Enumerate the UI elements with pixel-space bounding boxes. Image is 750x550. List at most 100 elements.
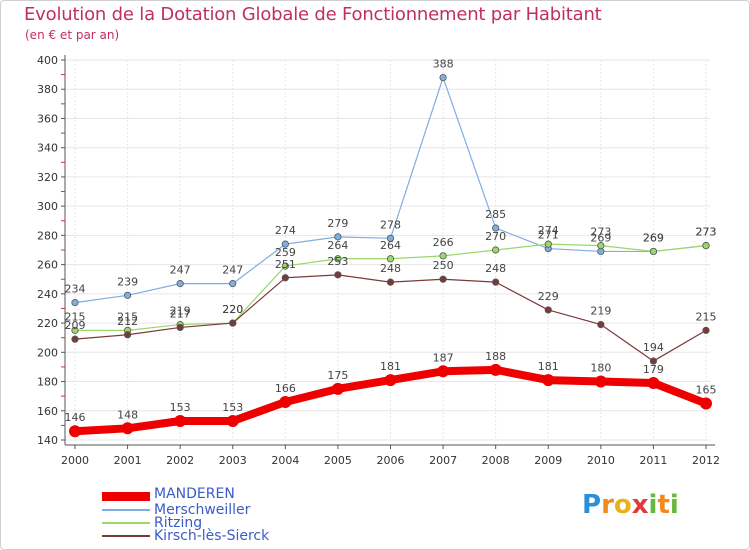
- legend-label-ritzing: Ritzing: [154, 515, 203, 531]
- x-tick-label: 2001: [114, 454, 142, 467]
- data-label: 259: [275, 246, 296, 259]
- y-tick-label: 140: [37, 434, 58, 447]
- data-label: 181: [538, 360, 559, 373]
- data-point: [439, 252, 447, 260]
- data-point: [542, 374, 555, 387]
- x-tick-label: 2006: [377, 454, 405, 467]
- data-label: 234: [65, 283, 86, 296]
- data-point: [702, 242, 710, 250]
- data-point: [229, 280, 237, 288]
- y-tick-label: 380: [37, 83, 58, 96]
- data-point: [123, 331, 132, 339]
- data-label: 264: [327, 239, 348, 252]
- data-point: [649, 247, 658, 256]
- data-label: 215: [117, 310, 138, 323]
- y-tick-label: 360: [37, 112, 58, 125]
- data-point: [649, 357, 658, 365]
- data-point: [331, 382, 344, 395]
- y-tick-label: 220: [37, 317, 58, 330]
- data-label: 181: [380, 360, 401, 373]
- data-label: 271: [538, 229, 559, 242]
- y-tick-label: 400: [37, 54, 58, 67]
- data-label: 220: [222, 303, 243, 316]
- data-point: [69, 425, 81, 438]
- data-point: [492, 224, 500, 232]
- data-label: 274: [538, 224, 559, 237]
- data-label: 278: [380, 218, 401, 231]
- data-point: [176, 323, 184, 332]
- data-label: 219: [170, 305, 191, 318]
- logo-letter: x: [631, 490, 649, 520]
- data-label: 388: [433, 58, 454, 71]
- data-label: 273: [696, 226, 717, 239]
- data-label: 269: [590, 231, 611, 244]
- data-label: 215: [65, 310, 86, 323]
- data-label: 175: [327, 369, 348, 382]
- data-label: 219: [590, 305, 611, 318]
- data-point: [437, 365, 450, 378]
- data-point: [702, 326, 710, 334]
- data-label: 215: [696, 310, 717, 323]
- legend-swatch-merschweiller: [102, 509, 150, 511]
- y-tick-label: 340: [37, 142, 58, 155]
- proxiti-logo: Proxiti: [582, 490, 679, 520]
- x-tick-label: 2007: [429, 454, 457, 467]
- data-point: [492, 246, 500, 254]
- data-point: [544, 240, 552, 248]
- data-point: [439, 275, 447, 283]
- data-label: 273: [590, 226, 611, 239]
- x-tick-label: 2002: [166, 454, 194, 467]
- data-label: 269: [643, 231, 664, 244]
- legend-label-manderen: MANDEREN: [154, 486, 235, 502]
- data-label: 179: [643, 363, 664, 376]
- data-point: [384, 374, 397, 387]
- data-label: 212: [117, 315, 138, 328]
- data-label: 180: [590, 362, 611, 375]
- x-tick-label: 2000: [61, 454, 89, 467]
- data-point: [281, 274, 289, 282]
- y-tick-label: 260: [37, 259, 58, 272]
- data-label: 153: [222, 401, 243, 414]
- legend-swatch-ritzing: [102, 522, 150, 524]
- data-label: 247: [170, 264, 191, 277]
- data-label: 285: [485, 208, 506, 221]
- x-tick-label: 2009: [534, 454, 562, 467]
- y-tick-label: 320: [37, 171, 58, 184]
- data-label: 217: [170, 307, 191, 320]
- data-point: [281, 240, 289, 248]
- chart-subtitle: (en € et par an): [25, 28, 120, 42]
- data-label: 269: [643, 231, 664, 244]
- data-label: 248: [485, 262, 506, 275]
- data-label: 273: [696, 226, 717, 239]
- data-label: 264: [380, 239, 401, 252]
- data-label: 239: [117, 275, 138, 288]
- data-point: [229, 319, 237, 327]
- legend-swatch-manderen: [102, 492, 150, 501]
- data-label: 165: [696, 383, 717, 396]
- data-label: 220: [222, 303, 243, 316]
- data-label: 166: [275, 382, 296, 395]
- data-point: [71, 299, 79, 307]
- x-tick-label: 2012: [692, 454, 720, 467]
- data-point: [71, 326, 79, 334]
- x-tick-label: 2003: [219, 454, 247, 467]
- chart-title: Evolution de la Dotation Globale de Fonc…: [24, 4, 602, 25]
- logo-letter: r: [601, 490, 614, 520]
- data-label: 188: [485, 350, 506, 363]
- y-tick-label: 160: [37, 405, 58, 418]
- data-label: 153: [170, 401, 191, 414]
- data-label: 187: [433, 351, 454, 364]
- logo-letter: P: [582, 490, 602, 520]
- data-label: 279: [327, 217, 348, 230]
- data-point: [597, 247, 605, 256]
- data-point: [700, 397, 712, 410]
- data-point: [71, 335, 79, 343]
- data-label: 194: [643, 341, 664, 354]
- x-tick-label: 2008: [482, 454, 510, 467]
- data-point: [439, 73, 447, 82]
- data-label: 274: [275, 224, 296, 237]
- data-point: [594, 375, 607, 388]
- data-label: 251: [275, 258, 296, 271]
- data-point: [386, 234, 395, 242]
